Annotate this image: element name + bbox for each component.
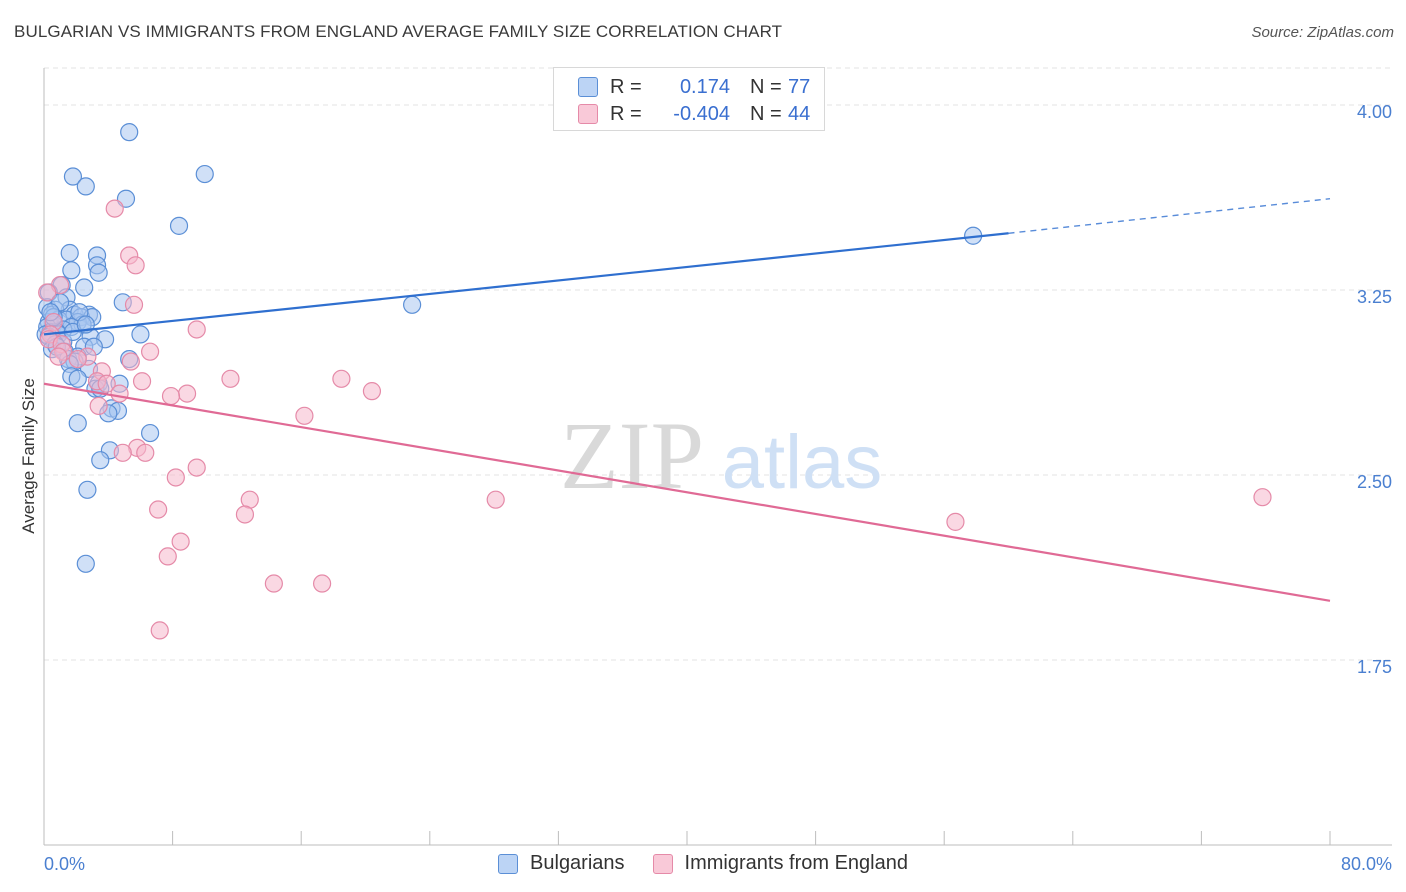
point-immigrants-from-england [946,512,965,531]
series-legend: Bulgarians Immigrants from England [0,852,1406,875]
legend-item-bulgarians[interactable]: Bulgarians [498,852,625,875]
legend-n-label: N = [750,75,782,98]
point-bulgarians [91,451,110,470]
legend-swatch-pink [578,104,598,124]
trend-line-bulgarians [43,232,1009,336]
point-immigrants-from-england [140,342,160,361]
y-tick-label: 2.50 [1357,472,1392,492]
point-immigrants-from-england [150,621,169,640]
legend-r-value: 0.174 [679,75,730,98]
point-bulgarians [89,263,108,282]
point-immigrants-from-england [149,500,168,519]
legend-r-label: R = [610,75,642,98]
point-immigrants-from-england [113,443,132,462]
grid-lines [44,67,1392,661]
point-bulgarians [76,177,95,196]
point-bulgarians [75,278,94,297]
watermark-atlas: atlas [722,420,883,505]
point-bulgarians [60,243,79,263]
point-immigrants-from-england [295,406,314,425]
point-bulgarians [140,423,160,443]
legend-n-value: 77 [788,75,811,98]
point-immigrants-from-england [49,347,68,366]
trend-line-bulgarians-extension [1008,198,1331,234]
legend-r-value: -0.404 [673,102,730,125]
point-immigrants-from-england [312,574,332,593]
legend-n-value: 44 [788,102,811,125]
series-bulgarians [36,123,983,573]
y-tick-label: 4.00 [1357,102,1392,122]
watermark-zip: ZIP [560,402,704,509]
watermark: ZIP atlas [560,402,882,509]
legend-swatch-blue [578,77,598,97]
point-immigrants-from-england [89,396,108,416]
point-bulgarians [120,123,139,142]
point-immigrants-from-england [132,372,152,391]
point-immigrants-from-england [362,382,382,401]
trend-line-immigrants-from-england [43,382,1331,602]
point-immigrants-from-england [68,349,87,369]
axes [43,68,1392,846]
point-immigrants-from-england [166,468,185,487]
y-tick-label: 3.25 [1357,287,1392,307]
point-bulgarians [195,164,214,184]
legend-label: Immigrants from England [684,852,908,874]
point-immigrants-from-england [177,384,197,403]
trend-lines [43,198,1331,602]
source-label: Source: ZipAtlas.com [1251,24,1394,41]
point-immigrants-from-england [124,295,144,314]
point-immigrants-from-england [187,320,206,339]
point-immigrants-from-england [121,352,140,371]
point-bulgarians [62,261,81,280]
y-tick-label: 1.75 [1357,657,1392,677]
point-immigrants-from-england [161,386,181,406]
point-immigrants-from-england [171,532,190,551]
point-bulgarians [63,167,83,186]
point-immigrants-from-england [105,199,124,218]
point-immigrants-from-england [264,574,283,593]
x-tick-label-max: 80.0% [1341,854,1392,874]
point-immigrants-from-england [332,369,351,388]
legend-r-label: R = [610,102,642,125]
point-bulgarians [131,325,150,344]
point-bulgarians [68,369,87,388]
point-immigrants-from-england [38,283,57,302]
legend-row-immigrants: R = -0.404 N = 44 [578,101,810,127]
point-immigrants-from-england [97,374,116,393]
legend-n-label: N = [750,102,782,125]
point-immigrants-from-england [486,490,505,509]
point-bulgarians [169,216,189,235]
point-immigrants-from-england [158,547,177,566]
tick-labels: 1.75 2.50 3.25 4.00 0.0% 80.0% [44,102,1392,874]
legend-row-bulgarians: R = 0.174 N = 77 [578,74,810,100]
point-immigrants-from-england [235,505,255,524]
point-immigrants-from-england [221,369,240,388]
point-immigrants-from-england [126,256,145,275]
point-bulgarians [403,295,422,314]
x-tick-label-min: 0.0% [44,854,85,874]
point-bulgarians [78,480,97,499]
point-immigrants-from-england [110,384,129,403]
legend-swatch-blue [498,853,519,874]
correlation-legend: R = 0.174 N = 77 R = -0.404 N = 44 [553,67,825,131]
y-axis-label: Average Family Size [19,378,38,534]
legend-item-immigrants-from-england[interactable]: Immigrants from England [652,852,908,875]
series-immigrants-from-england [38,199,1272,640]
point-bulgarians [68,414,87,433]
legend-label: Bulgarians [530,852,625,874]
point-immigrants-from-england [187,458,206,477]
point-bulgarians [76,554,95,573]
legend-swatch-pink [652,853,673,874]
point-immigrants-from-england [136,443,155,462]
chart-title: BULGARIAN VS IMMIGRANTS FROM ENGLAND AVE… [14,22,783,41]
point-immigrants-from-england [1253,488,1272,507]
